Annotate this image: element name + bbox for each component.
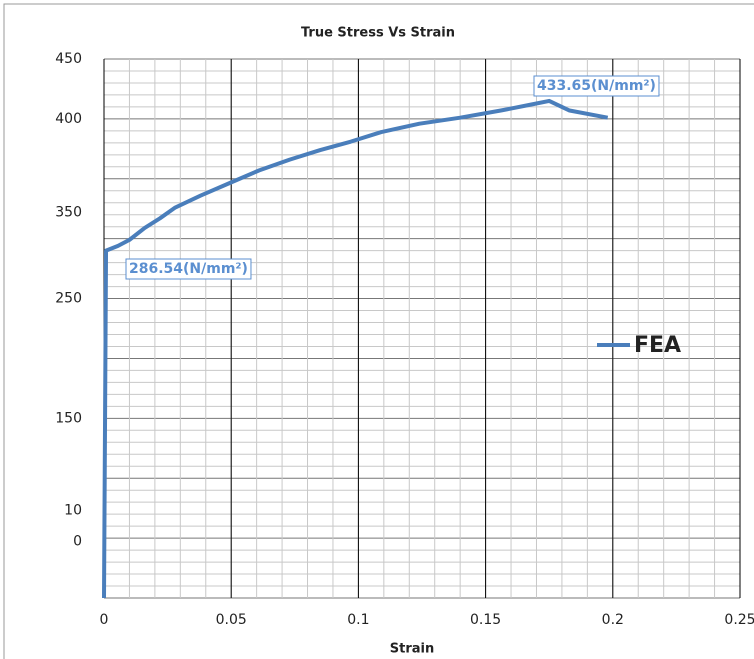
x-tick-label: 0.05	[216, 612, 247, 628]
line	[102, 98, 609, 599]
chart-border	[3, 3, 754, 659]
y-tick-label: 450	[55, 51, 82, 67]
y-tick-label: 150	[55, 410, 82, 426]
y-tick-label: 400	[55, 111, 82, 127]
annotation: 433.65(N/mm²)	[537, 78, 656, 94]
legend-label: FEA	[634, 333, 681, 358]
annotation-box	[533, 75, 660, 97]
x-tick-label: 0.15	[470, 612, 501, 628]
y-tick-label: 250	[55, 291, 82, 307]
y-tick-label: 0	[73, 534, 82, 550]
x-tick-label: 0.2	[602, 612, 624, 628]
x-tick-label: 0.25	[724, 612, 754, 628]
y-tick-label: 350	[55, 204, 82, 220]
y-tick-label: 10	[64, 503, 82, 519]
x-tick-label: 0.1	[347, 612, 369, 628]
x-axis-label: Strain	[390, 642, 434, 657]
chart-title: True Stress Vs Strain	[301, 26, 455, 41]
annotation: 286.54(N/mm²)	[129, 261, 248, 277]
x-tick-label: 0	[100, 612, 109, 628]
annotation-box	[125, 258, 252, 280]
